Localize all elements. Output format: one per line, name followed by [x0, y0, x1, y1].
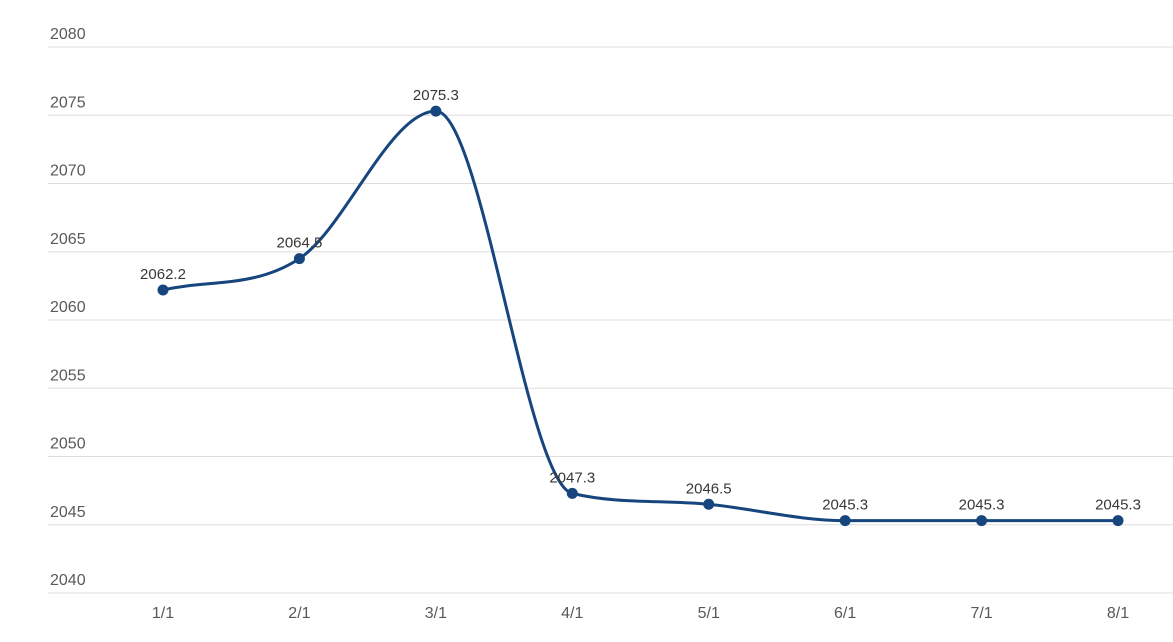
data-point[interactable] — [157, 284, 169, 296]
data-point[interactable] — [430, 105, 442, 117]
data-point-label: 2047.3 — [549, 469, 595, 486]
x-axis-tick-label: 7/1 — [970, 605, 992, 622]
data-point[interactable] — [566, 487, 578, 499]
data-point[interactable] — [839, 515, 851, 527]
y-axis-tick-label: 2080 — [50, 26, 86, 43]
x-axis-tick-label: 1/1 — [152, 605, 174, 622]
y-axis-tick-label: 2055 — [50, 367, 86, 384]
data-point-label: 2046.5 — [686, 480, 732, 497]
data-point-label: 2045.3 — [822, 497, 868, 514]
y-axis-tick-label: 2050 — [50, 436, 86, 453]
data-point-label: 2062.2 — [140, 266, 186, 283]
data-point[interactable] — [293, 253, 305, 265]
x-axis-tick-label: 5/1 — [698, 605, 720, 622]
y-axis-tick-label: 2070 — [50, 163, 86, 180]
data-point-label: 2064.5 — [276, 235, 322, 252]
y-axis-tick-label: 2040 — [50, 572, 86, 589]
y-axis-tick-label: 2065 — [50, 231, 86, 248]
data-point-label: 2045.3 — [1095, 497, 1141, 514]
x-axis-tick-label: 2/1 — [288, 605, 310, 622]
x-axis-tick-label: 8/1 — [1107, 605, 1129, 622]
data-point[interactable] — [703, 498, 715, 510]
y-axis-tick-label: 2075 — [50, 94, 86, 111]
data-point-label: 2075.3 — [413, 87, 459, 104]
y-axis-tick-label: 2045 — [50, 504, 86, 521]
x-axis-tick-label: 6/1 — [834, 605, 856, 622]
series-line — [161, 109, 1120, 523]
x-axis-tick-label: 3/1 — [425, 605, 447, 622]
x-axis-tick-label: 4/1 — [561, 605, 583, 622]
data-point[interactable] — [976, 515, 988, 527]
data-point-label: 2045.3 — [959, 497, 1005, 514]
data-point[interactable] — [1112, 515, 1124, 527]
y-axis-tick-label: 2060 — [50, 299, 86, 316]
